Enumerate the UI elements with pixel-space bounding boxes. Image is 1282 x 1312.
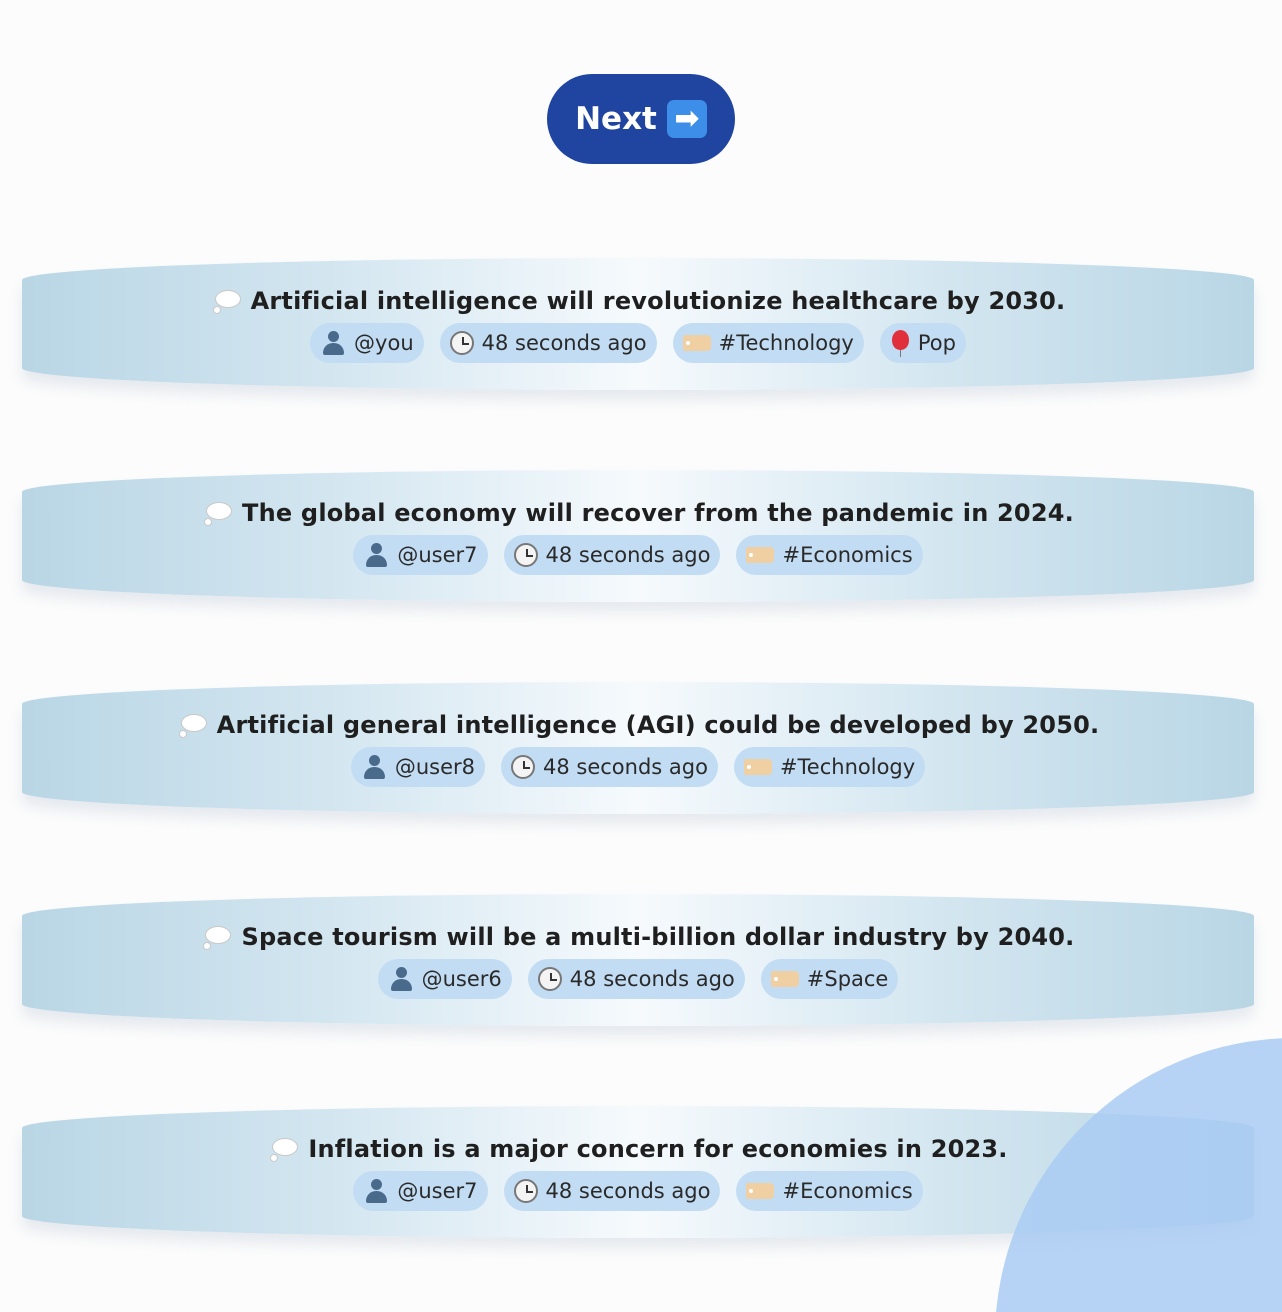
user-icon: [361, 754, 387, 780]
next-button-label: Next: [575, 101, 657, 137]
pop-badge[interactable]: Pop: [879, 323, 966, 363]
timestamp: 48 seconds ago: [569, 967, 735, 991]
clock-icon: [449, 331, 474, 355]
tag-icon: [770, 971, 799, 987]
user-icon: [363, 1178, 389, 1204]
author-chip[interactable]: @user7: [353, 535, 488, 575]
balloon-icon: [890, 329, 910, 357]
post-text: The global economy will recover from the…: [242, 499, 1074, 527]
thought-bubble-icon: [211, 288, 241, 314]
author-name: @you: [354, 331, 414, 355]
timestamp-chip: 48 seconds ago: [500, 747, 718, 787]
timestamp-chip: 48 seconds ago: [503, 1171, 721, 1211]
post-meta: @user8 48 seconds ago #Technology: [350, 747, 926, 787]
timestamp: 48 seconds ago: [542, 755, 708, 779]
thought-bubble-icon: [177, 712, 207, 738]
post-meta: @user6 48 seconds ago #Space: [377, 959, 899, 999]
post-meta: @user7 48 seconds ago #Economics: [353, 535, 923, 575]
tag-chip[interactable]: #Economics: [736, 535, 923, 575]
author-name: @user7: [397, 1179, 478, 1203]
tag-icon: [746, 1183, 775, 1199]
timestamp: 48 seconds ago: [481, 331, 647, 355]
tag-label: #Economics: [782, 543, 913, 567]
tag-label: #Technology: [718, 331, 854, 355]
timestamp-chip: 48 seconds ago: [527, 959, 745, 999]
post-card[interactable]: The global economy will recover from the…: [22, 470, 1254, 602]
next-button-container: Next ➡: [0, 74, 1282, 164]
tag-icon: [682, 335, 711, 351]
thought-bubble-icon: [201, 924, 232, 950]
post-headline: Artificial intelligence will revolutioni…: [211, 287, 1066, 315]
timestamp-chip: 48 seconds ago: [503, 535, 721, 575]
clock-icon: [513, 1179, 538, 1203]
arrow-right-icon: ➡: [666, 100, 707, 138]
tag-icon: [746, 547, 775, 563]
post-card[interactable]: Artificial intelligence will revolutioni…: [22, 258, 1254, 390]
author-name: @user6: [421, 967, 502, 991]
next-button[interactable]: Next ➡: [547, 74, 735, 164]
tag-chip[interactable]: #Technology: [733, 747, 926, 787]
author-chip[interactable]: @user8: [350, 747, 485, 787]
post-card[interactable]: Artificial general intelligence (AGI) co…: [22, 682, 1254, 814]
post-headline: Artificial general intelligence (AGI) co…: [177, 711, 1100, 739]
author-chip[interactable]: @user6: [377, 959, 512, 999]
author-chip[interactable]: @you: [310, 323, 424, 363]
tag-label: #Space: [806, 967, 889, 991]
thought-bubble-icon: [202, 500, 233, 526]
post-headline: The global economy will recover from the…: [202, 499, 1074, 527]
tag-chip[interactable]: #Technology: [672, 323, 864, 363]
author-name: @user8: [394, 755, 475, 779]
clock-icon: [510, 755, 535, 779]
post-text: Space tourism will be a multi-billion do…: [241, 923, 1075, 951]
post-meta: @user7 48 seconds ago #Economics: [353, 1171, 923, 1211]
post-text: Inflation is a major concern for economi…: [308, 1135, 1008, 1163]
author-name: @user7: [397, 543, 478, 567]
tag-chip[interactable]: #Space: [760, 959, 899, 999]
post-text: Artificial intelligence will revolutioni…: [250, 287, 1066, 315]
post-headline: Space tourism will be a multi-billion do…: [201, 923, 1074, 951]
badge-label: Pop: [917, 331, 956, 355]
timestamp: 48 seconds ago: [545, 1179, 711, 1203]
user-icon: [320, 330, 346, 356]
clock-icon: [513, 543, 538, 567]
post-text: Artificial general intelligence (AGI) co…: [216, 711, 1100, 739]
post-meta: @you 48 seconds ago #Technology Pop: [310, 323, 966, 363]
tag-label: #Technology: [779, 755, 916, 779]
tag-chip[interactable]: #Economics: [736, 1171, 923, 1211]
user-icon: [363, 542, 389, 568]
post-headline: Inflation is a major concern for economi…: [268, 1135, 1007, 1163]
timestamp-chip: 48 seconds ago: [439, 323, 657, 363]
thought-bubble-icon: [268, 1136, 299, 1162]
clock-icon: [537, 967, 562, 991]
timestamp: 48 seconds ago: [545, 543, 711, 567]
tag-icon: [743, 759, 772, 775]
tag-label: #Economics: [782, 1179, 913, 1203]
author-chip[interactable]: @user7: [353, 1171, 488, 1211]
post-card[interactable]: Space tourism will be a multi-billion do…: [22, 894, 1254, 1026]
user-icon: [388, 966, 414, 992]
